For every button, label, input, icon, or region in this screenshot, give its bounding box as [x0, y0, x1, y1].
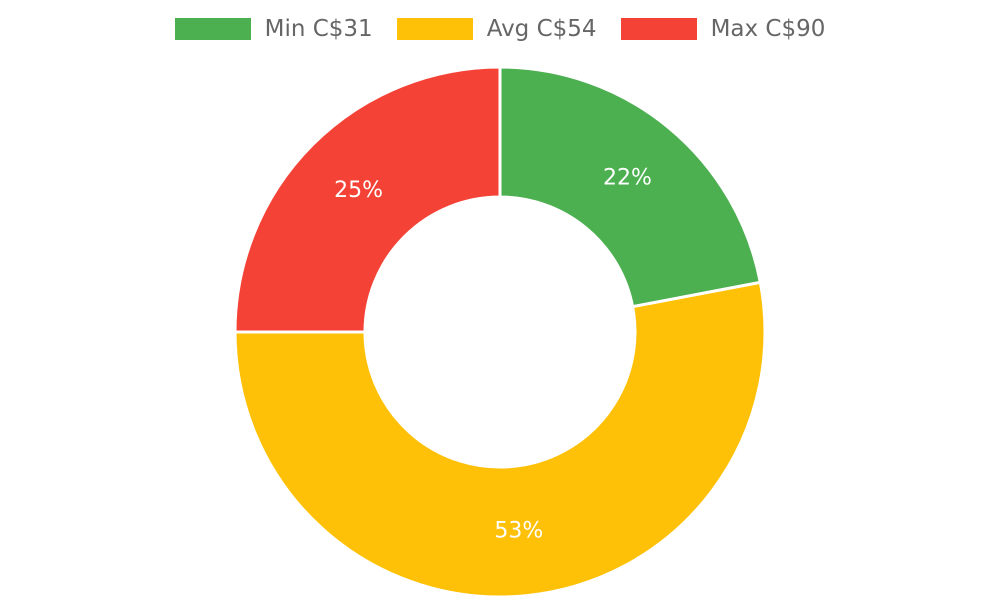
- legend-item-avg[interactable]: Avg C$54: [396, 16, 597, 42]
- legend-swatch-max: [620, 18, 697, 40]
- legend-item-min[interactable]: Min C$31: [174, 16, 373, 42]
- slice-label-avg: 53%: [494, 519, 543, 544]
- legend-label-max: Max C$90: [710, 16, 826, 42]
- donut-slice-max[interactable]: [233, 65, 502, 334]
- legend-label-avg: Avg C$54: [486, 16, 597, 42]
- legend-swatch-min: [174, 18, 251, 40]
- legend-swatch-avg: [396, 18, 473, 40]
- donut-slices: [233, 65, 767, 599]
- chart-legend: Min C$31 Avg C$54 Max C$90: [0, 16, 1000, 42]
- donut-slice-min[interactable]: [498, 65, 763, 309]
- legend-label-min: Min C$31: [264, 16, 373, 42]
- donut-slice-avg[interactable]: [233, 280, 767, 599]
- legend-item-max[interactable]: Max C$90: [620, 16, 826, 42]
- slice-label-max: 25%: [334, 178, 383, 203]
- slice-label-min: 22%: [603, 165, 652, 190]
- donut-slice-labels: 22% 53% 25%: [334, 165, 652, 543]
